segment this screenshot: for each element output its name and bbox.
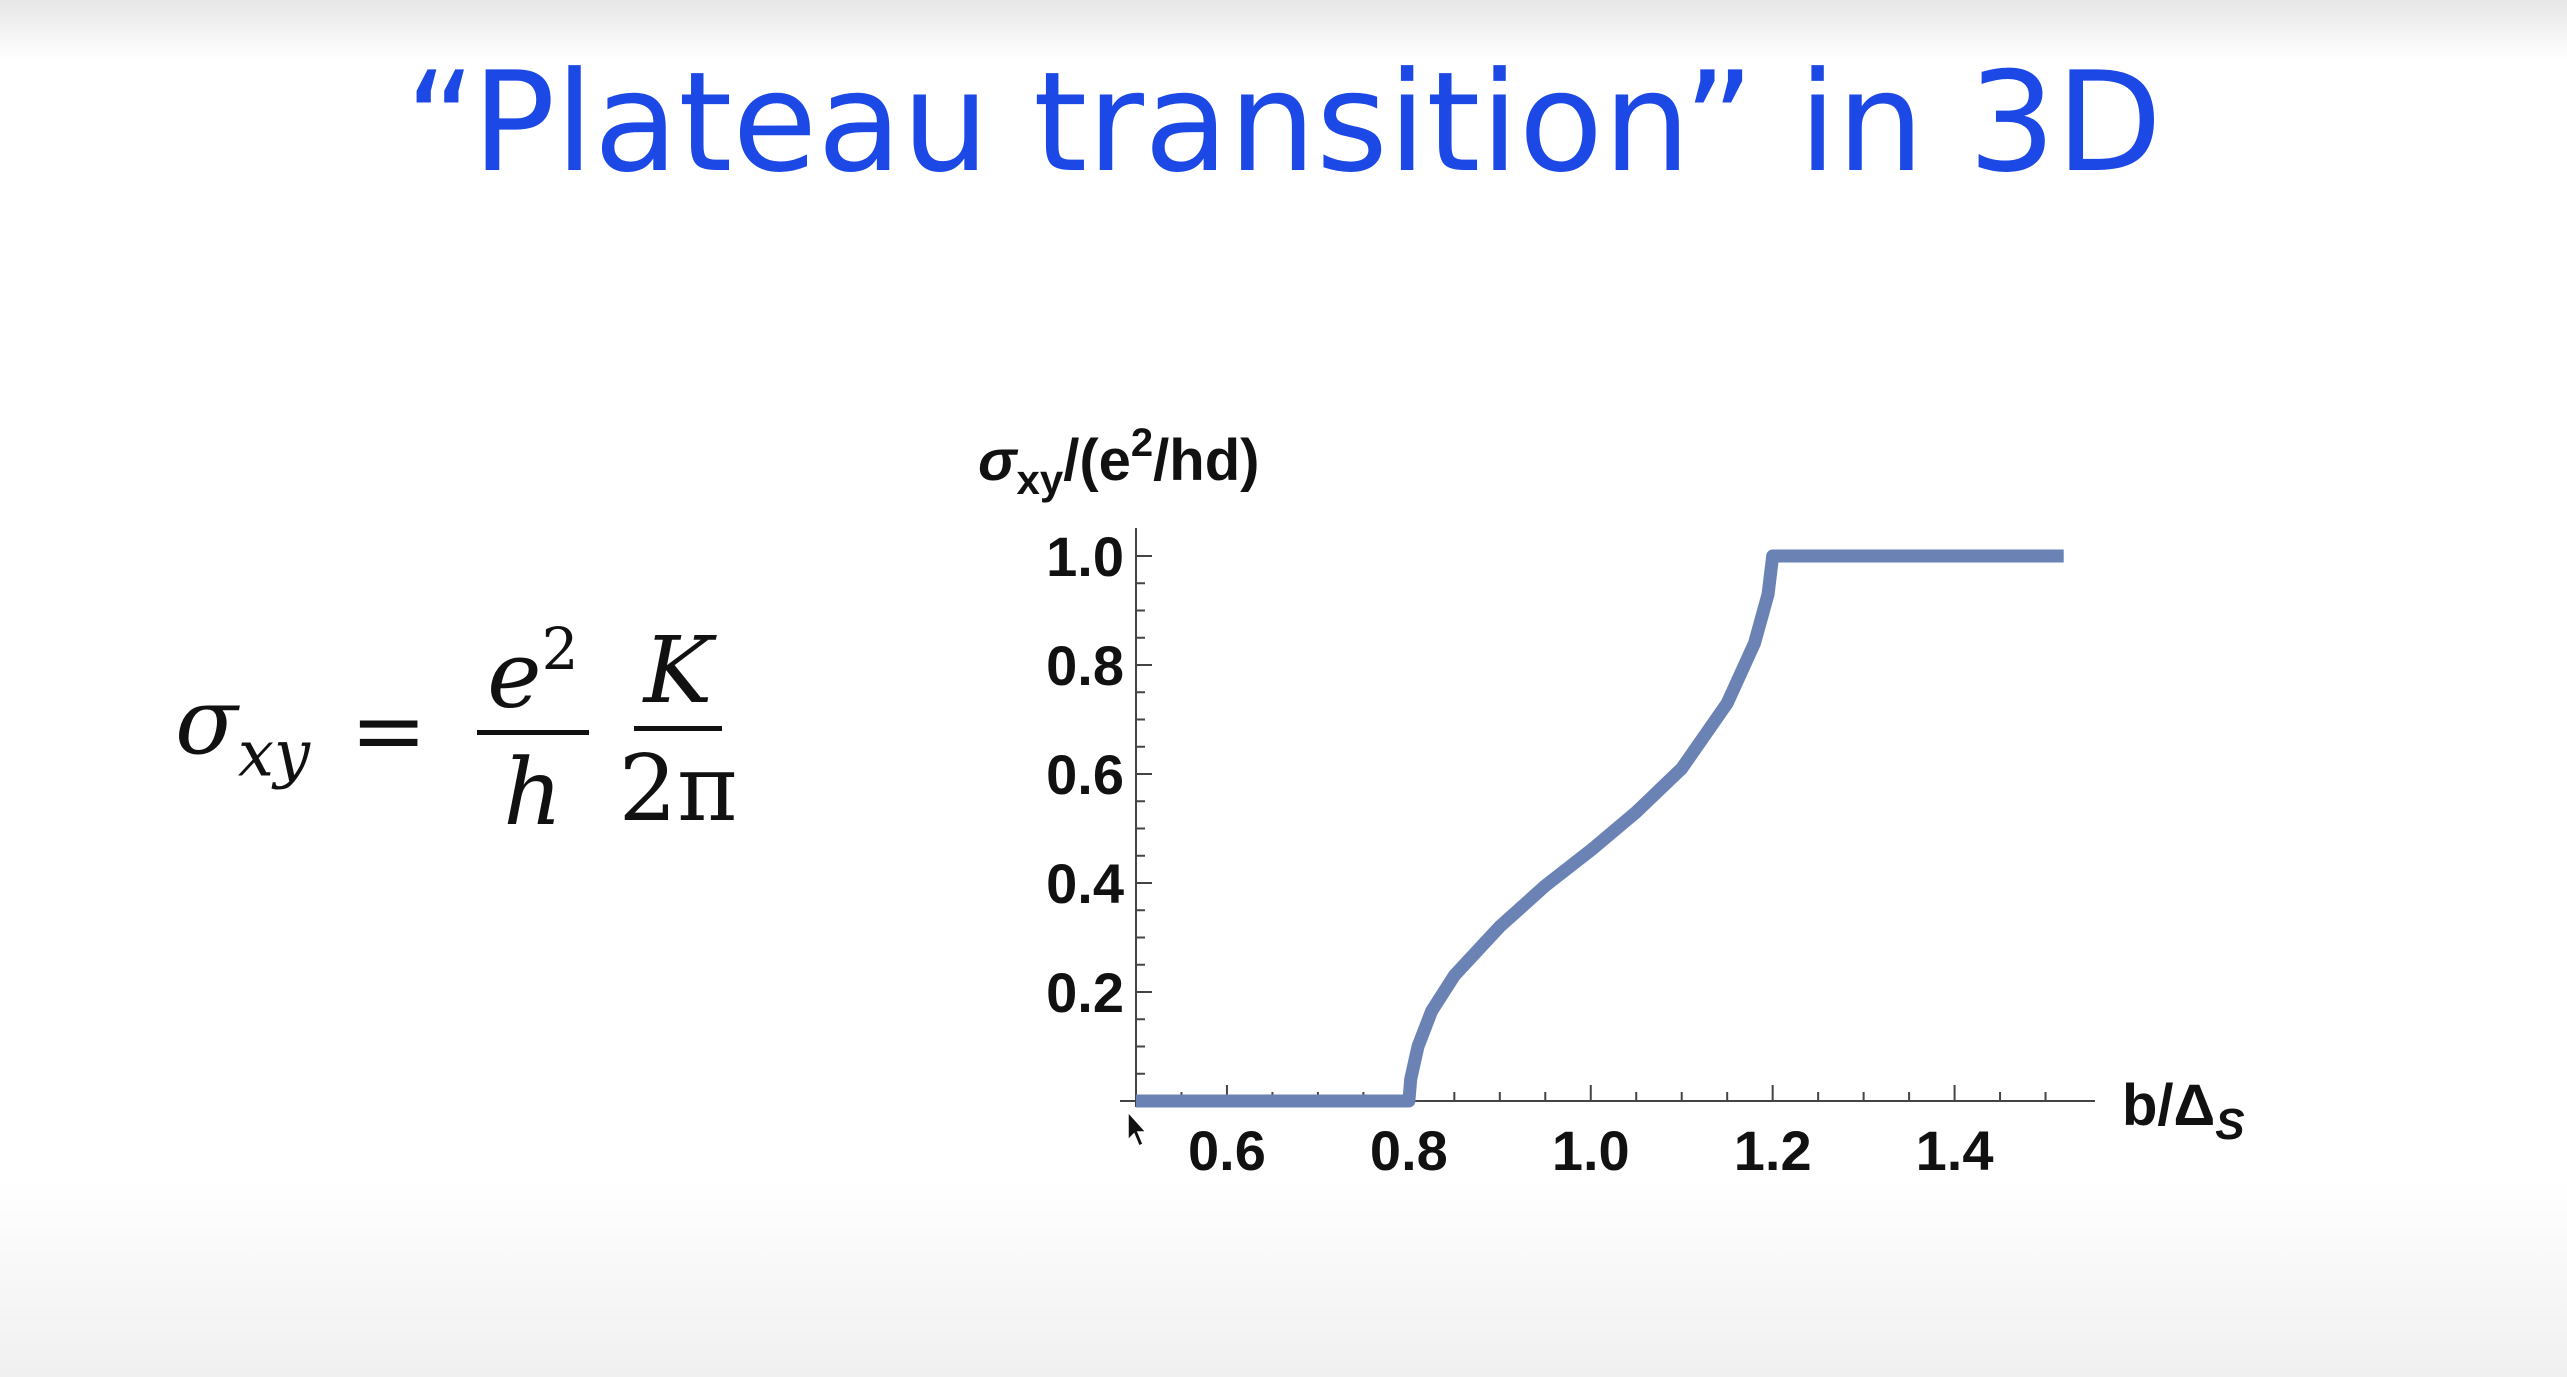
chart-series [1136,549,2064,1108]
x-axis-label-main: b/Δ [2122,1073,2215,1138]
sigma-xy-formula: σxy = e2 h K 2π [175,610,758,850]
fraction-numerator-k: K [633,622,723,731]
y-axis-label-middle: /(e [1063,428,1131,493]
formula-sigma: σ [175,668,238,776]
x-axis-label: b/ΔS [2122,1073,2245,1149]
fraction-k-over-2pi: K 2π [609,622,748,842]
y-axis-label-sigma: σ [978,428,1019,493]
formula-subscript: xy [237,717,311,792]
mouse-cursor-icon [1127,1110,1148,1148]
fraction-denominator-2pi: 2π [618,734,738,842]
x-tick-label: 1.0 [1552,1119,1630,1182]
formula-e: e [487,621,542,729]
y-tick-label: 0.4 [1046,852,1124,915]
y-axis-label-end: /hd) [1153,428,1259,493]
fraction-numerator-e2: e2 [477,618,589,735]
x-tick-label: 1.2 [1734,1119,1812,1182]
formula-exponent: 2 [541,614,579,683]
series-line [1136,549,2064,1108]
fraction-denominator-h: h [503,738,563,846]
x-tick-label: 0.8 [1370,1119,1448,1182]
y-axis-label: σxy/(e2/hd) [978,421,1259,503]
formula-equals: = [350,676,428,784]
y-tick-label: 1.0 [1046,525,1124,588]
y-tick-label: 0.2 [1046,961,1124,1024]
y-axis-label-subscript: xy [1017,456,1064,503]
y-axis-label-exponent: 2 [1131,421,1153,465]
x-axis-label-subscript: S [2215,1100,2244,1149]
formula-lhs: σxy [175,668,310,791]
fraction-e2-over-h: e2 h [477,618,589,846]
y-tick-label: 0.6 [1046,743,1124,806]
slide-title: “Plateau transition” in 3D [404,42,2163,203]
y-tick-label: 0.8 [1046,634,1124,697]
x-tick-label: 1.4 [1916,1119,1994,1182]
x-tick-label: 0.6 [1188,1119,1266,1182]
chart-axes [1120,528,2095,1107]
chart-ticks: 0.6 0.8 1.0 1.2 1.4 0.2 0.4 0.6 0.8 1.0 [1046,525,2047,1182]
